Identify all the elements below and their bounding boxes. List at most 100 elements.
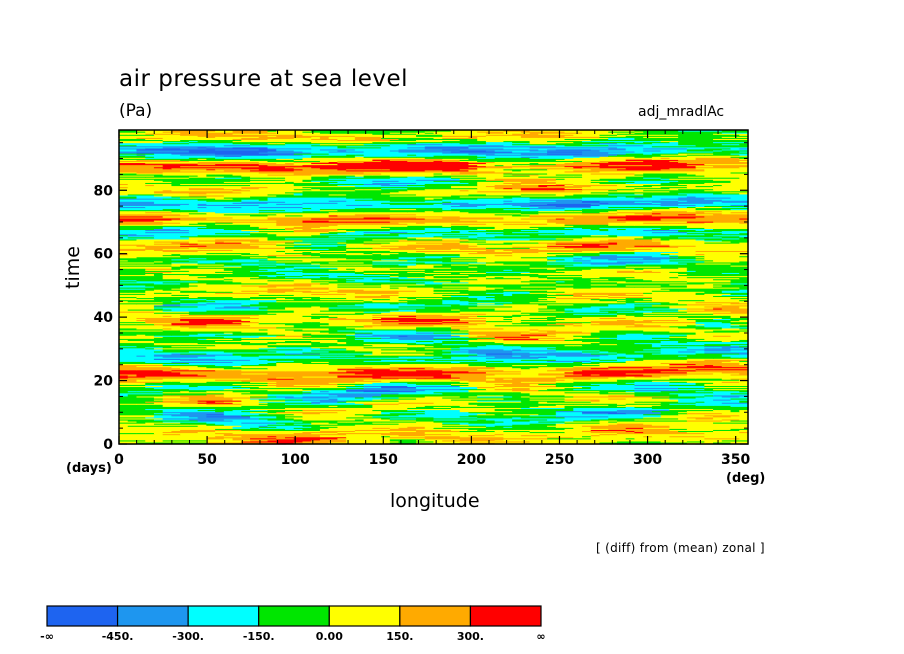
heatmap-cell — [547, 437, 592, 440]
heatmap-cell — [337, 306, 382, 309]
heatmap-cell — [119, 361, 146, 363]
heatmap-cell — [616, 439, 636, 442]
heatmap-cell — [442, 297, 478, 300]
heatmap-cell — [328, 291, 339, 293]
heatmap-cell — [180, 371, 225, 374]
heatmap-cell — [538, 297, 557, 300]
heatmap-cell — [555, 358, 592, 360]
heatmap-cell — [407, 231, 426, 234]
heatmap-cell — [223, 348, 242, 351]
heatmap-cell — [389, 414, 400, 417]
heatmap-cell — [678, 340, 723, 343]
heatmap-cell — [328, 369, 347, 372]
heatmap-cell — [372, 427, 382, 429]
heatmap-cell — [162, 329, 181, 332]
heatmap-cell — [695, 319, 723, 322]
heatmap-cell — [424, 410, 461, 413]
heatmap-cell — [582, 385, 627, 388]
heatmap-cell — [485, 292, 531, 294]
heatmap-cell — [215, 255, 260, 258]
heatmap-cell — [311, 230, 330, 233]
heatmap-cell — [354, 268, 391, 270]
heatmap-cell — [153, 304, 181, 307]
heatmap-cell — [704, 384, 749, 386]
heatmap-cell — [153, 358, 181, 360]
heatmap-cell — [686, 334, 732, 336]
heatmap-cell — [180, 420, 190, 423]
heatmap-cell — [485, 258, 496, 261]
heatmap-cell — [590, 426, 627, 428]
heatmap-cell — [354, 270, 365, 272]
heatmap-cell — [127, 265, 173, 267]
heatmap-cell — [669, 408, 688, 411]
heatmap-cell — [293, 282, 321, 285]
heatmap-cell — [433, 414, 470, 417]
heatmap-cell — [713, 351, 732, 354]
heatmap-cell — [381, 351, 408, 354]
heatmap-cell — [258, 355, 304, 357]
heatmap-cell — [119, 378, 164, 380]
heatmap-cell — [477, 332, 522, 334]
heatmap-cell — [372, 252, 400, 255]
heatmap-cell — [145, 230, 164, 233]
heatmap-cell — [293, 268, 304, 270]
heatmap-cell — [232, 263, 242, 266]
heatmap-cell — [564, 272, 609, 274]
heatmap-cell — [293, 360, 312, 362]
heatmap-cell — [739, 387, 749, 390]
heatmap-cell — [721, 291, 749, 293]
heatmap-cell — [389, 380, 417, 382]
heatmap-cell — [573, 432, 618, 435]
heatmap-cell — [241, 403, 260, 405]
heatmap-cell — [171, 254, 207, 257]
heatmap-cell — [145, 249, 155, 251]
heatmap-cell — [171, 365, 199, 368]
heatmap-cell — [538, 308, 557, 311]
heatmap-cell — [459, 438, 470, 441]
heatmap-cell — [660, 341, 679, 344]
heatmap-cell — [127, 308, 173, 311]
heatmap-cell — [372, 422, 417, 424]
heatmap-cell — [704, 344, 732, 347]
heatmap-cell — [119, 349, 129, 352]
heatmap-cell — [206, 377, 251, 379]
heatmap-cell — [119, 362, 155, 365]
heatmap-cell — [363, 344, 373, 347]
heatmap-cell — [284, 358, 321, 360]
heatmap-cell — [284, 273, 295, 276]
heatmap-cell — [651, 427, 697, 429]
heatmap-cell — [398, 273, 435, 276]
heatmap-cell — [197, 311, 207, 313]
heatmap-cell — [678, 254, 723, 257]
heatmap-cell — [293, 379, 330, 381]
heatmap-cell — [188, 327, 234, 330]
heatmap-cell — [660, 390, 697, 393]
heatmap-cell — [162, 310, 207, 312]
heatmap-cell — [416, 360, 461, 362]
heatmap-cell — [538, 405, 566, 407]
heatmap-cell — [442, 400, 478, 402]
heatmap-cell — [686, 356, 714, 358]
heatmap-cell — [450, 383, 487, 385]
heatmap-cell — [651, 250, 697, 253]
heatmap-cell — [328, 441, 365, 444]
heatmap-cell — [223, 326, 234, 329]
heatmap-cell — [538, 244, 583, 246]
heatmap-cell — [171, 232, 216, 235]
heatmap-cell — [582, 436, 609, 439]
heatmap-cell — [590, 308, 636, 311]
heatmap-cell — [547, 255, 574, 258]
heatmap-cell — [555, 342, 592, 345]
heatmap-cell — [223, 370, 234, 373]
heatmap-cell — [119, 416, 146, 419]
heatmap-cell — [188, 397, 234, 400]
heatmap-cell — [433, 276, 452, 279]
heatmap-cell — [232, 437, 251, 440]
heatmap-cell — [599, 310, 618, 312]
heatmap-cell — [721, 424, 749, 426]
heatmap-cell — [538, 356, 548, 358]
heatmap-cell — [608, 332, 618, 334]
heatmap-cell — [442, 425, 487, 427]
heatmap-cell — [223, 231, 251, 234]
heatmap-cell — [477, 417, 487, 420]
